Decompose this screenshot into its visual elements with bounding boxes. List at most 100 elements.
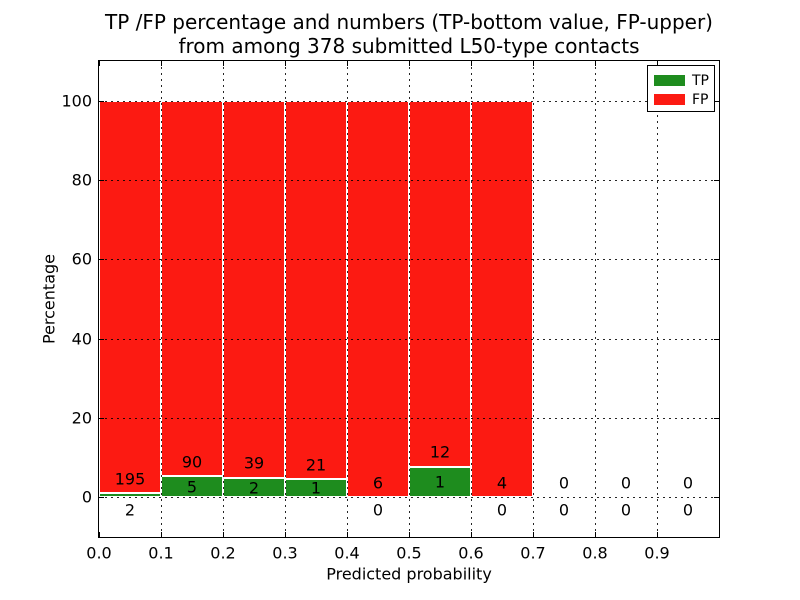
xtick-label-0.5: 0.5 xyxy=(396,543,422,563)
fp-count-label-0.7-0.8: 0 xyxy=(558,473,570,493)
legend-label-tp: TP xyxy=(692,72,709,89)
bar-fp-0.3-0.4 xyxy=(285,100,347,480)
tick-left-80 xyxy=(99,180,104,181)
gridline-x-0.9 xyxy=(657,61,658,537)
tick-top-0.0 xyxy=(99,61,100,66)
legend-swatch-tp-icon xyxy=(654,75,685,86)
chart-title-line2: from among 378 submitted L50-type contac… xyxy=(178,34,640,58)
fp-count-label-0.8-0.9: 0 xyxy=(620,473,632,493)
tick-bottom-0.2 xyxy=(223,532,224,537)
tick-top-0.8 xyxy=(595,61,596,66)
tp-count-label-0.1-0.2: 5 xyxy=(186,477,198,497)
bar-fp-0.1-0.2 xyxy=(161,100,223,477)
legend: TP FP xyxy=(647,65,715,112)
ytick-label-80: 80 xyxy=(71,170,92,190)
tick-top-0.2 xyxy=(223,61,224,66)
tick-right-0 xyxy=(714,497,719,499)
tick-top-0.9 xyxy=(657,61,658,66)
fp-count-label-0.3-0.4: 21 xyxy=(305,455,327,475)
tick-bottom-0.7 xyxy=(533,532,534,537)
tick-bottom-0.3 xyxy=(285,532,286,537)
fp-count-label-0.9-1.0: 0 xyxy=(682,473,694,493)
fp-count-label-0.5-0.6: 12 xyxy=(429,442,451,462)
xtick-label-0.6: 0.6 xyxy=(458,543,484,563)
x-axis-label: Predicted probability xyxy=(326,564,492,584)
gridline-x-0.4 xyxy=(347,61,348,537)
bar-fp-0.4-0.5 xyxy=(347,100,409,498)
fp-count-label-0.4-0.5: 6 xyxy=(372,473,384,493)
gridline-x-0.7 xyxy=(533,61,534,537)
tick-bottom-0.9 xyxy=(657,532,658,537)
chart-title-line1: TP /FP percentage and numbers (TP-bottom… xyxy=(105,10,713,34)
bar-fp-0.0-0.1 xyxy=(99,100,161,494)
tick-right-80 xyxy=(714,180,719,181)
tick-bottom-0.8 xyxy=(595,532,596,537)
legend-label-fp: FP xyxy=(692,91,709,108)
xtick-label-0.7: 0.7 xyxy=(520,543,546,563)
tick-left-20 xyxy=(99,418,104,419)
ytick-label-100: 100 xyxy=(61,91,92,111)
tick-top-0.4 xyxy=(347,61,348,66)
tp-count-label-0.2-0.3: 2 xyxy=(248,478,260,498)
gridline-x-0.8 xyxy=(595,61,596,537)
ytick-label-60: 60 xyxy=(71,249,92,269)
legend-item-tp: TP xyxy=(648,71,714,90)
fp-count-label-0.1-0.2: 90 xyxy=(181,452,203,472)
tick-top-0.7 xyxy=(533,61,534,66)
ytick-label-40: 40 xyxy=(71,329,92,349)
xtick-label-0.0: 0.0 xyxy=(86,543,112,563)
fp-count-label-0.6-0.7: 4 xyxy=(496,473,508,493)
tick-left-100 xyxy=(99,100,104,102)
tick-top-0.5 xyxy=(409,61,410,66)
fp-count-label-0.0-0.1: 195 xyxy=(114,469,146,489)
tick-bottom-0.6 xyxy=(471,532,472,537)
xtick-label-0.3: 0.3 xyxy=(272,543,298,563)
tick-left-40 xyxy=(99,338,104,340)
tick-right-40 xyxy=(714,338,719,340)
xtick-label-0.9: 0.9 xyxy=(644,543,670,563)
tp-count-label-0.6-0.7: 0 xyxy=(496,500,508,520)
tp-count-label-0.4-0.5: 0 xyxy=(372,500,384,520)
tick-right-20 xyxy=(714,418,719,419)
y-axis-label: Percentage xyxy=(39,253,59,345)
plot-area: 0 20 40 60 80 100 0.0 0.1 0.2 0.3 0.4 0.5 0.6 0.7 0.8 0… xyxy=(61,60,720,563)
chart-title: TP /FP percentage and numbers (TP-bottom… xyxy=(98,10,720,58)
tick-bottom-0.5 xyxy=(409,532,410,537)
legend-item-fp: FP xyxy=(648,90,714,109)
tick-bottom-0.4 xyxy=(347,532,348,537)
tp-count-label-0.7-0.8: 0 xyxy=(558,500,570,520)
gridline-x-0.3 xyxy=(285,61,286,537)
tp-count-label-0.9-1.0: 0 xyxy=(682,500,694,520)
ytick-label-20: 20 xyxy=(71,408,92,428)
bar-tp-0.5-0.6 xyxy=(409,466,471,498)
gridline-x-0.5 xyxy=(409,61,410,537)
bar-fp-0.5-0.6 xyxy=(409,100,471,467)
bar-fp-0.2-0.3 xyxy=(223,100,285,478)
gridline-x-0.2 xyxy=(223,61,224,537)
fp-count-label-0.2-0.3: 39 xyxy=(243,453,265,473)
bar-fp-0.6-0.7 xyxy=(471,100,533,498)
tick-right-100 xyxy=(714,100,719,102)
tick-right-60 xyxy=(714,259,719,261)
xtick-label-0.2: 0.2 xyxy=(210,543,236,563)
tp-count-label-0.0-0.1: 2 xyxy=(124,500,136,520)
tick-top-0.3 xyxy=(285,61,286,66)
tick-bottom-0.1 xyxy=(161,532,162,537)
tp-count-label-0.8-0.9: 0 xyxy=(620,500,632,520)
tick-left-60 xyxy=(99,259,104,261)
ytick-label-0: 0 xyxy=(81,487,92,507)
xtick-label-0.4: 0.4 xyxy=(334,543,360,563)
legend-swatch-fp-icon xyxy=(654,94,685,105)
xtick-label-0.8: 0.8 xyxy=(582,543,608,563)
tp-count-label-0.3-0.4: 1 xyxy=(310,478,322,498)
tp-count-label-0.5-0.6: 1 xyxy=(434,472,446,492)
xtick-label-0.1: 0.1 xyxy=(148,543,174,563)
tick-left-0 xyxy=(99,497,104,499)
bar-tp-0.0-0.1 xyxy=(99,493,161,498)
tick-top-0.6 xyxy=(471,61,472,66)
gridline-x-0.1 xyxy=(161,61,162,537)
tick-top-0.1 xyxy=(161,61,162,66)
gridline-x-0.6 xyxy=(471,61,472,537)
tick-bottom-0.0 xyxy=(99,532,100,537)
